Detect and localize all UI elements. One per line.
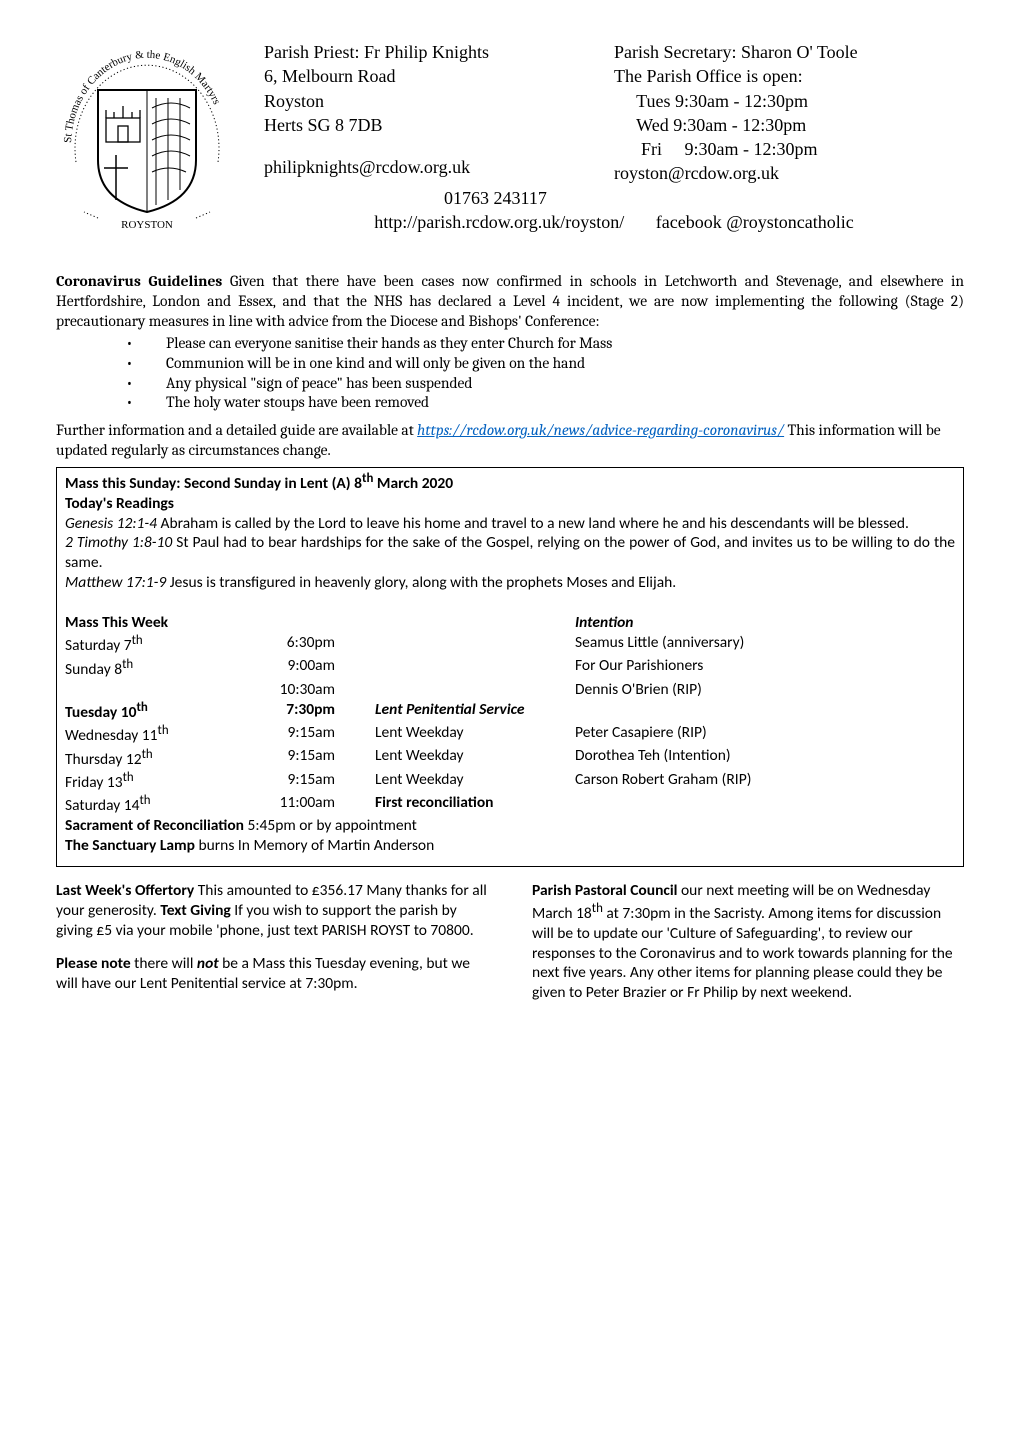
table-row: Saturday 7th6:30pmSeamus Little (anniver…	[65, 633, 751, 656]
table-row: Friday 13th9:15amLent WeekdayCarson Robe…	[65, 770, 751, 793]
mass-info-box: Mass this Sunday: Second Sunday in Lent …	[56, 467, 964, 867]
covid-further-info: Further information and a detailed guide…	[56, 421, 964, 461]
reading-3: Matthew 17:1-9 Jesus is transfigured in …	[65, 573, 955, 593]
covid-bullet-4: The holy water stoups have been removed	[114, 393, 964, 413]
reading-2-ref: 2 Timothy 1:8-10	[65, 533, 172, 552]
shield-svg: St Thomas of Canterbury & the English Ma…	[56, 40, 238, 230]
parish-email: royston@rcdow.org.uk	[614, 161, 964, 185]
mass-timetable: Mass This Week Intention Saturday 7th6:3…	[65, 613, 751, 816]
readings-heading: Today's Readings	[65, 494, 174, 513]
please-note-para: Please note there will not be a Mass thi…	[56, 954, 488, 994]
sanctuary-line: The Sanctuary Lamp burns In Memory of Ma…	[65, 836, 955, 856]
covid-heading: Coronavirus Guidelines	[56, 272, 230, 290]
notices-left-col: Last Week's Offertory This amounted to £…	[56, 881, 488, 1003]
reading-2: 2 Timothy 1:8-10 St Paul had to bear har…	[65, 533, 955, 573]
please-note-label: Please note	[56, 954, 134, 973]
parish-shield-logo: St Thomas of Canterbury & the English Ma…	[56, 40, 238, 234]
please-note-t1: there will	[134, 954, 197, 973]
further-pre: Further information and a detailed guide…	[56, 421, 417, 439]
text-giving-label: Text Giving	[160, 901, 230, 920]
url-facebook-line: http://parish.rcdow.org.uk/royston/ face…	[264, 210, 964, 234]
address-line-1: 6, Melbourn Road	[264, 64, 614, 88]
header-info: Parish Priest: Fr Philip Knights 6, Melb…	[264, 40, 964, 234]
header-left-col: Parish Priest: Fr Philip Knights 6, Melb…	[264, 40, 614, 186]
mass-this-week-label: Mass This Week	[65, 613, 168, 632]
sanctuary-post: burns In Memory of Martin Anderson	[198, 836, 434, 855]
svg-text:ROYSTON: ROYSTON	[121, 219, 173, 230]
covid-bullet-2: Communion will be in one kind and will o…	[114, 354, 964, 374]
table-row: Thursday 12th9:15amLent WeekdayDorothea …	[65, 746, 751, 769]
address-line-2: Royston	[264, 89, 614, 113]
reading-3-ref: Matthew 17:1-9	[65, 573, 166, 592]
parish-pastoral-council-para: Parish Pastoral Council our next meeting…	[532, 881, 964, 1003]
parish-url: http://parish.rcdow.org.uk/royston/	[374, 212, 624, 232]
covid-bullets: Please can everyone sanitise their hands…	[114, 334, 964, 413]
sacrament-pre: Sacrament of Reconciliation	[65, 816, 248, 835]
table-row: Wednesday 11th9:15amLent WeekdayPeter Ca…	[65, 723, 751, 746]
intention-label: Intention	[575, 613, 633, 632]
offertory-para: Last Week's Offertory This amounted to £…	[56, 881, 488, 940]
hours-fri: Fri 9:30am - 12:30pm	[614, 137, 964, 161]
facebook-handle: facebook @roystoncatholic	[656, 212, 854, 232]
letterhead: St Thomas of Canterbury & the English Ma…	[56, 40, 964, 234]
covid-guidelines-para: Coronavirus Guidelines Given that there …	[56, 272, 964, 331]
hours-wed: Wed 9:30am - 12:30pm	[614, 113, 964, 137]
reading-3-text: Jesus is transfigured in heavenly glory,…	[166, 573, 676, 592]
table-row: Saturday 14th11:00amFirst reconciliation	[65, 793, 751, 816]
please-note-not: not	[197, 954, 219, 973]
header-right-col: Parish Secretary: Sharon O' Toole The Pa…	[614, 40, 964, 186]
covid-bullet-1: Please can everyone sanitise their hands…	[114, 334, 964, 354]
priest-email: philipknights@rcdow.org.uk	[264, 155, 614, 179]
reading-1-ref: Genesis 12:1-4	[65, 514, 157, 533]
notices-two-columns: Last Week's Offertory This amounted to £…	[56, 881, 964, 1003]
priest-line: Parish Priest: Fr Philip Knights	[264, 40, 614, 64]
office-open: The Parish Office is open:	[614, 64, 964, 88]
mass-this-sunday-heading: Mass this Sunday: Second Sunday in Lent …	[65, 471, 955, 494]
hours-tues: Tues 9:30am - 12:30pm	[614, 89, 964, 113]
table-row: Sunday 8th9:00amFor Our Parishioners	[65, 656, 751, 679]
reading-1: Genesis 12:1-4 Abraham is called by the …	[65, 514, 955, 534]
sacrament-post: 5:45pm or by appointment	[248, 816, 417, 835]
sacrament-line: Sacrament of Reconciliation 5:45pm or by…	[65, 816, 955, 836]
notices-right-col: Parish Pastoral Council our next meeting…	[532, 881, 964, 1003]
reading-2-text: St Paul had to bear hardships for the sa…	[65, 533, 955, 572]
sanctuary-pre: The Sanctuary Lamp	[65, 836, 198, 855]
offertory-label: Last Week's Offertory	[56, 881, 194, 900]
covid-bullet-3: Any physical "sign of peace" has been su…	[114, 374, 964, 394]
reading-1-text: Abraham is called by the Lord to leave h…	[157, 514, 909, 533]
table-row: Tuesday 10th7:30pmLent Penitential Servi…	[65, 700, 751, 723]
table-header-row: Mass This Week Intention	[65, 613, 751, 633]
address-line-3: Herts SG 8 7DB	[264, 113, 614, 137]
phone-number: 01763 243117	[264, 186, 964, 210]
table-row: 10:30amDennis O'Brien (RIP)	[65, 680, 751, 700]
covid-advice-link[interactable]: https://rcdow.org.uk/news/advice-regardi…	[417, 421, 784, 439]
secretary-line: Parish Secretary: Sharon O' Toole	[614, 40, 964, 64]
